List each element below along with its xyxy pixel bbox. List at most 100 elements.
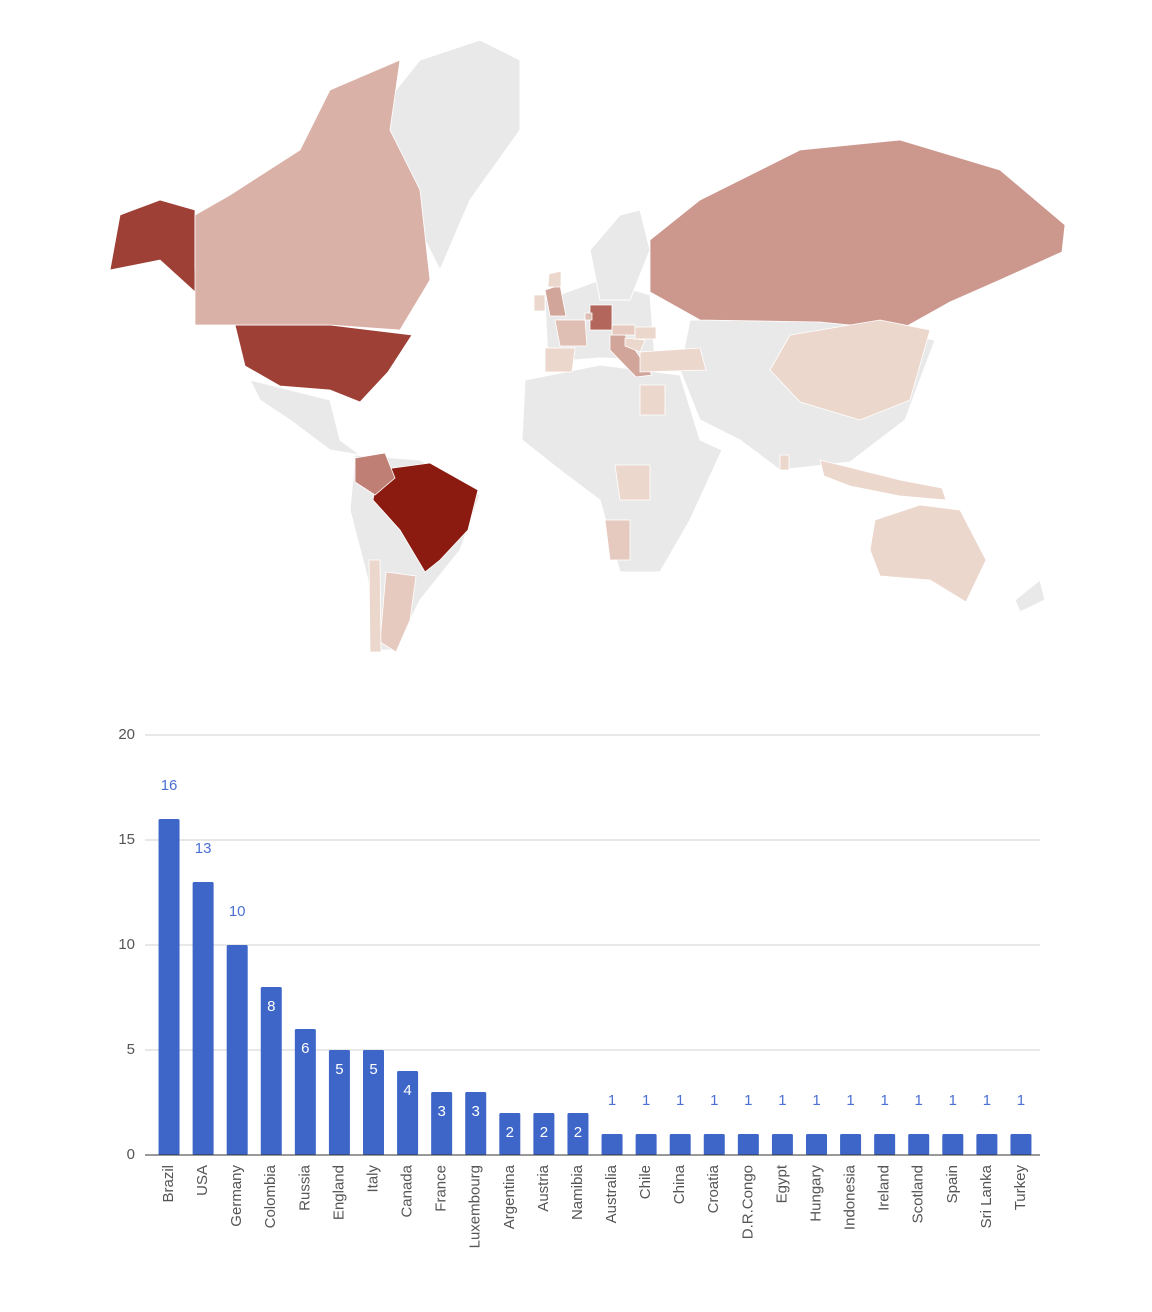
value-label: 1 <box>949 1092 957 1109</box>
value-label: 1 <box>710 1092 718 1109</box>
value-label: 1 <box>880 1092 888 1109</box>
x-tick-label: Canada <box>399 1164 416 1217</box>
value-label: 2 <box>506 1124 514 1141</box>
bar <box>601 1134 623 1155</box>
value-label: 3 <box>437 1103 445 1120</box>
country <box>589 304 613 331</box>
x-tick-label: USA <box>194 1165 211 1196</box>
x-tick-label: Argentina <box>501 1164 518 1229</box>
country <box>769 319 931 421</box>
x-tick-label: Hungary <box>807 1165 824 1222</box>
value-label: 1 <box>642 1092 650 1109</box>
bar <box>328 1050 350 1155</box>
x-tick-label: Austria <box>535 1164 552 1211</box>
value-label: 1 <box>846 1092 854 1109</box>
x-tick-label: Spain <box>944 1165 961 1203</box>
y-tick-label: 15 <box>118 831 135 848</box>
bar <box>976 1134 998 1155</box>
value-label: 3 <box>472 1103 480 1120</box>
x-tick-label: Chile <box>637 1165 654 1199</box>
land <box>1014 579 1046 613</box>
country <box>544 347 576 373</box>
x-tick-label: Namibia <box>569 1164 586 1220</box>
bar <box>635 1134 657 1155</box>
x-tick-label: Brazil <box>160 1165 177 1203</box>
x-tick-label: England <box>330 1165 347 1220</box>
bar <box>1010 1134 1032 1155</box>
value-label: 1 <box>812 1092 820 1109</box>
country <box>554 319 588 347</box>
x-tick-label: France <box>433 1165 450 1212</box>
value-label: 1 <box>915 1092 923 1109</box>
x-tick-label: Italy <box>364 1165 381 1193</box>
x-tick-label: Scotland <box>910 1165 927 1223</box>
bar <box>669 1134 691 1155</box>
country <box>234 324 413 403</box>
value-label: 1 <box>744 1092 752 1109</box>
y-tick-label: 20 <box>118 726 135 743</box>
country <box>611 324 636 336</box>
country <box>614 464 651 501</box>
country <box>584 312 593 321</box>
country <box>869 504 987 603</box>
country <box>604 519 631 561</box>
x-tick-label: Egypt <box>773 1164 790 1203</box>
bar <box>771 1134 793 1155</box>
x-tick-label: China <box>671 1164 688 1204</box>
bar <box>431 1092 453 1155</box>
bar <box>840 1134 862 1155</box>
x-tick-label: Germany <box>228 1165 245 1227</box>
value-label: 2 <box>574 1124 582 1141</box>
bar <box>942 1134 964 1155</box>
x-tick-label: Colombia <box>262 1164 279 1228</box>
country <box>372 462 479 573</box>
value-label: 8 <box>267 998 275 1015</box>
value-label: 1 <box>676 1092 684 1109</box>
country <box>533 294 546 312</box>
country <box>639 384 666 416</box>
bar <box>158 819 180 1155</box>
country <box>194 59 431 331</box>
country <box>547 270 562 288</box>
x-tick-label: D.R.Congo <box>739 1165 756 1239</box>
world-map <box>109 39 1066 653</box>
bar <box>226 945 248 1155</box>
bar <box>397 1071 419 1155</box>
x-tick-label: Luxembourg <box>467 1165 484 1248</box>
bar <box>874 1134 896 1155</box>
value-label: 1 <box>608 1092 616 1109</box>
y-tick-label: 5 <box>127 1041 135 1058</box>
y-tick-label: 10 <box>118 936 135 953</box>
value-label: 1 <box>983 1092 991 1109</box>
country <box>649 139 1066 331</box>
land <box>589 209 651 301</box>
x-tick-label: Sri Lanka <box>978 1164 995 1228</box>
value-label: 16 <box>161 777 178 794</box>
bar <box>192 882 214 1155</box>
country <box>639 347 707 373</box>
value-label: 10 <box>229 903 246 920</box>
country <box>779 454 790 471</box>
bar-chart: 0510152016Brazil13USA10Germany8Colombia6… <box>118 726 1040 1248</box>
bar <box>908 1134 930 1155</box>
value-label: 2 <box>540 1124 548 1141</box>
x-tick-label: Ireland <box>876 1165 893 1211</box>
x-tick-label: Australia <box>603 1164 620 1223</box>
x-tick-label: Indonesia <box>842 1164 859 1230</box>
value-label: 5 <box>369 1061 377 1078</box>
value-label: 1 <box>1017 1092 1025 1109</box>
bar <box>465 1092 487 1155</box>
bar <box>499 1113 521 1155</box>
x-tick-label: Croatia <box>705 1164 722 1213</box>
country <box>368 559 382 653</box>
country <box>819 459 947 501</box>
bar <box>533 1113 555 1155</box>
country <box>354 452 396 496</box>
y-tick-label: 0 <box>127 1146 135 1163</box>
bar <box>703 1134 725 1155</box>
bar <box>260 987 282 1155</box>
x-tick-label: Russia <box>296 1164 313 1211</box>
value-label: 1 <box>778 1092 786 1109</box>
value-label: 5 <box>335 1061 343 1078</box>
